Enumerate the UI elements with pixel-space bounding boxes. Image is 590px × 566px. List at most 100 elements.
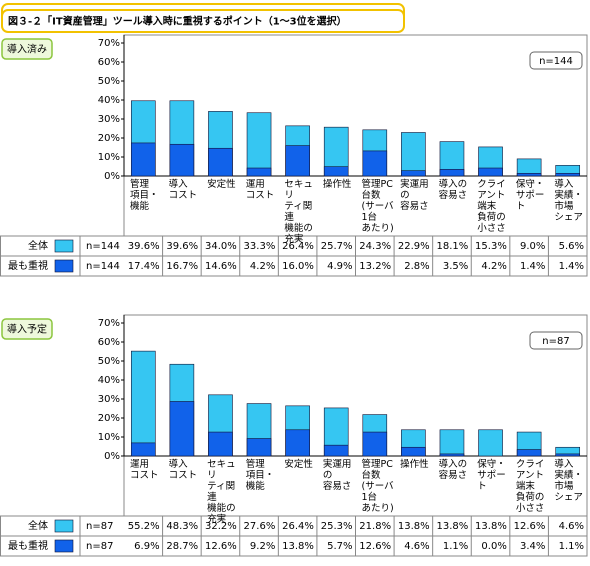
value-label: 2.8% [404, 261, 429, 272]
value-label: 32.2% [205, 521, 237, 532]
value-label: 48.3% [166, 521, 198, 532]
y-tick-label: 40% [98, 375, 120, 386]
n-label: n=87 [86, 541, 113, 552]
x-tick-label: 実運用 の 容易さ [400, 179, 429, 212]
value-label: 3.4% [520, 541, 545, 552]
value-label: 26.4% [282, 241, 314, 252]
x-tick-label: クライ アント 端末 負荷の 小ささ [477, 179, 506, 234]
legend-swatch [54, 239, 74, 253]
y-tick-label: 50% [98, 76, 120, 87]
value-label: 9.2% [250, 541, 275, 552]
y-tick-label: 0% [104, 451, 120, 462]
table-row [0, 255, 588, 277]
value-label: 4.2% [250, 261, 275, 272]
bar [401, 446, 426, 457]
legend-swatch [54, 519, 74, 533]
value-label: 39.6% [166, 241, 198, 252]
value-label: 13.8% [475, 521, 507, 532]
n-label: n=144 [86, 261, 120, 272]
title-box [1, 9, 405, 33]
bar [439, 169, 465, 177]
value-label: 4.2% [481, 261, 506, 272]
bar [362, 431, 388, 457]
value-label: 25.3% [321, 521, 353, 532]
bar [439, 453, 465, 457]
x-tick-label: 運用 コスト [245, 179, 275, 201]
badge-box [1, 318, 53, 340]
bar [130, 442, 156, 457]
x-tick-label: 操作性 [322, 179, 352, 190]
value-label: 28.7% [166, 541, 198, 552]
value-label: 1.1% [443, 541, 468, 552]
value-label: 17.4% [128, 261, 160, 272]
bar [285, 145, 310, 177]
bar [555, 453, 581, 457]
x-tick-label: 管理PC 台数 (サーバ 1台 あたり) [361, 179, 394, 234]
bar [285, 429, 310, 457]
value-label: 15.3% [475, 241, 507, 252]
x-tick-label: 導入 コスト [168, 179, 198, 201]
value-label: 13.8% [282, 541, 314, 552]
value-label: 12.6% [359, 541, 391, 552]
value-label: 22.9% [398, 241, 430, 252]
x-tick-label: 導入 実績・ 市場 シェア [554, 459, 583, 503]
y-tick-label: 20% [98, 413, 120, 424]
legend-swatch [54, 539, 74, 553]
n-label: n=144 [539, 56, 573, 67]
y-tick-label: 60% [98, 57, 120, 68]
bar [401, 132, 426, 177]
value-label: 25.7% [321, 241, 353, 252]
value-label: 0.0% [481, 541, 506, 552]
value-label: 13.8% [398, 521, 430, 532]
value-label: 14.6% [205, 261, 237, 272]
x-tick-label: 導入の 容易さ [438, 459, 468, 481]
value-label: 39.6% [128, 241, 160, 252]
y-tick-label: 70% [98, 318, 120, 329]
value-label: 26.4% [282, 521, 314, 532]
value-label: 9.0% [520, 241, 545, 252]
y-tick-label: 10% [98, 432, 120, 443]
value-label: 12.6% [205, 541, 237, 552]
bar [130, 350, 156, 457]
x-tick-label: 導入の 容易さ [438, 179, 468, 201]
y-tick-label: 0% [104, 171, 120, 182]
table-row [0, 535, 588, 557]
x-tick-label: セキュリ ティ関連 機能の 充実 [284, 179, 313, 245]
legend-label: 全体 [28, 239, 48, 252]
bar [516, 173, 542, 177]
n-label: n=87 [542, 336, 569, 347]
x-tick-label: 安定性 [207, 179, 236, 190]
value-label: 12.6% [514, 521, 546, 532]
value-label: 5.6% [559, 241, 584, 252]
value-label: 16.7% [166, 261, 198, 272]
value-label: 55.2% [128, 521, 160, 532]
n-box [529, 51, 583, 70]
badge: 導入済み [7, 43, 47, 56]
y-tick-label: 70% [98, 38, 120, 49]
value-label: 6.9% [134, 541, 159, 552]
badge-box [1, 38, 53, 60]
legend-swatch [54, 259, 74, 273]
bar [478, 429, 503, 457]
value-label: 27.6% [244, 521, 276, 532]
bar [208, 147, 233, 177]
value-label: 4.6% [404, 541, 429, 552]
value-label: 21.8% [359, 521, 391, 532]
x-tick-label: 管理PC 台数 (サーバ 1台 あたり) [361, 459, 394, 514]
value-label: 33.3% [244, 241, 276, 252]
bar [516, 449, 542, 457]
y-tick-label: 20% [98, 133, 120, 144]
value-label: 24.3% [359, 241, 391, 252]
x-tick-label: 運用 コスト [130, 459, 159, 481]
x-tick-label: 保守・ サポート [477, 459, 506, 492]
y-tick-label: 60% [98, 337, 120, 348]
x-tick-label: 保守・ サポート [515, 179, 545, 212]
value-label: 34.0% [205, 241, 237, 252]
bar [555, 173, 581, 177]
n-box [529, 331, 583, 350]
y-tick-label: 40% [98, 95, 120, 106]
value-label: 16.0% [282, 261, 314, 272]
badge: 導入予定 [7, 323, 47, 336]
